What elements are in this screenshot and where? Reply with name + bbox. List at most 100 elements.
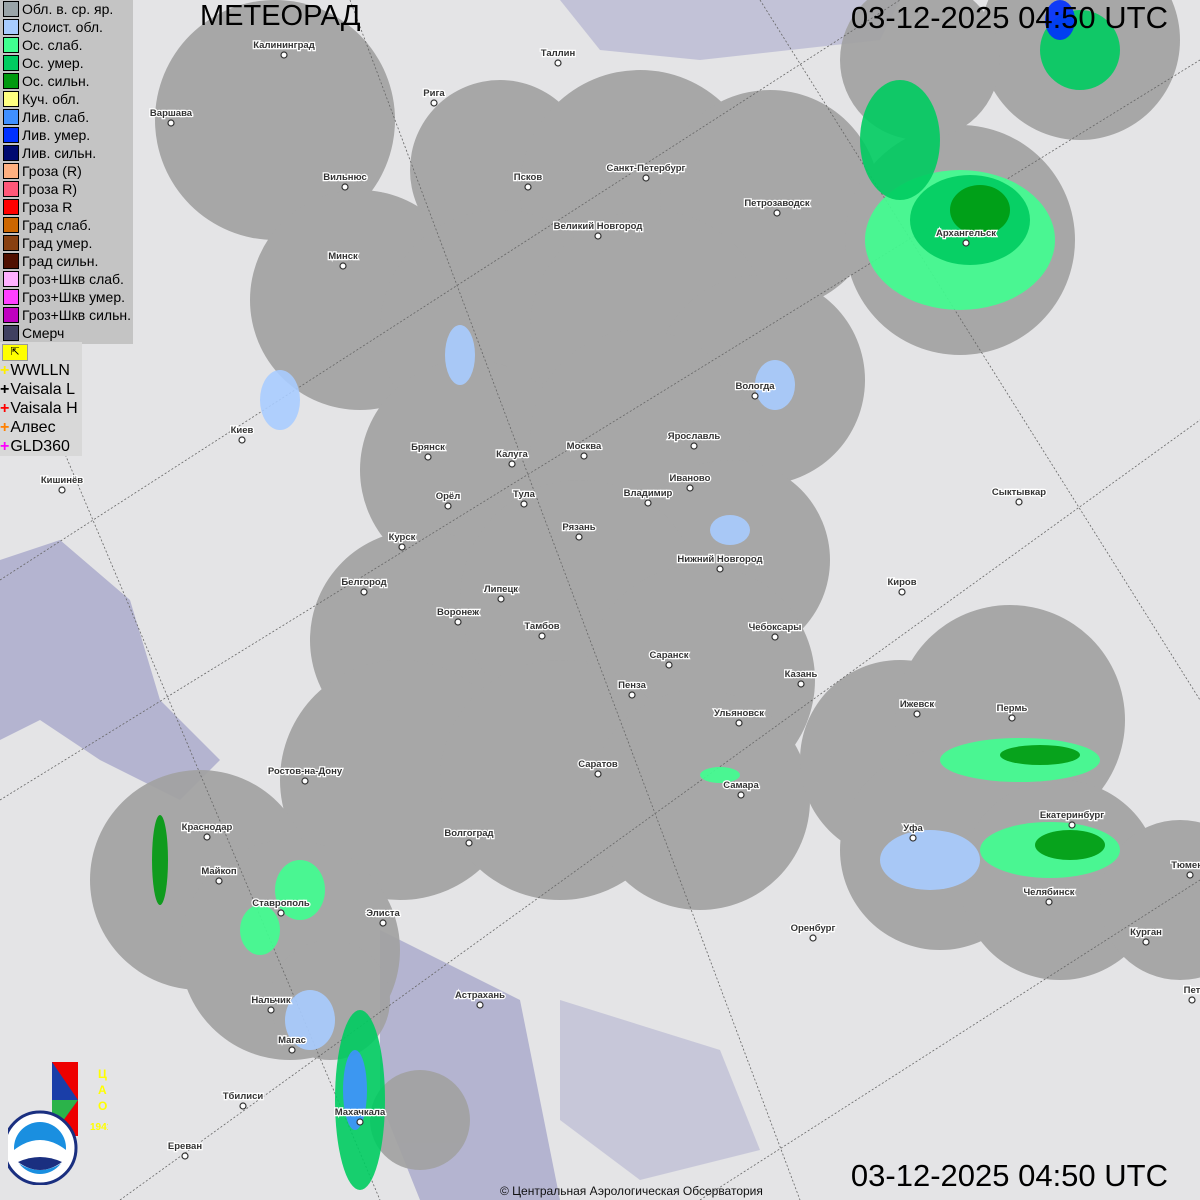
- legend-swatch: [3, 289, 19, 305]
- city-marker: Майкоп: [200, 865, 238, 885]
- city-dot-icon: [288, 1046, 296, 1054]
- city-marker: Калининград: [252, 39, 316, 59]
- city-marker: Воронеж: [436, 606, 480, 626]
- city-marker: Пет: [1182, 984, 1200, 1004]
- city-marker: Магас: [277, 1034, 307, 1054]
- legend-label: Куч. обл.: [22, 91, 80, 107]
- legend-swatch: [3, 181, 19, 197]
- city-dot-icon: [580, 452, 588, 460]
- city-dot-icon: [686, 484, 694, 492]
- svg-text:О: О: [98, 1099, 107, 1113]
- city-label: Вильнюс: [323, 172, 367, 183]
- city-label: Саратов: [578, 759, 618, 770]
- city-dot-icon: [1015, 498, 1023, 506]
- legend-label: Ос. слаб.: [22, 37, 83, 53]
- legend-label: Гроза R): [22, 181, 78, 197]
- precip-area: [445, 325, 475, 385]
- city-dot-icon: [430, 99, 438, 107]
- city-dot-icon: [909, 834, 917, 842]
- precip-legend: Обл. в. ср. яр. Слоист. обл. Ос. слаб. Ос. …: [0, 0, 133, 344]
- city-dot-icon: [554, 59, 562, 67]
- legend-swatch: [3, 127, 19, 143]
- city-marker: Вильнюс: [322, 171, 368, 191]
- city-label: Варшава: [150, 108, 193, 119]
- city-label: Брянск: [411, 442, 445, 453]
- legend-swatch: [3, 199, 19, 215]
- city-label: Санкт-Петербург: [607, 163, 686, 174]
- city-label: Вологда: [735, 381, 775, 392]
- legend-label: Гроз+Шкв умер.: [22, 289, 126, 305]
- city-dot-icon: [398, 543, 406, 551]
- city-dot-icon: [238, 436, 246, 444]
- city-label: Киров: [887, 577, 916, 588]
- city-label: Липецк: [484, 584, 518, 595]
- legend-swatch: [3, 91, 19, 107]
- lightning-label: Алвес: [10, 419, 56, 436]
- legend-swatch: [3, 325, 19, 341]
- radar-circle: [370, 1070, 470, 1170]
- city-marker: Иваново: [668, 472, 712, 492]
- city-label: Пенза: [618, 680, 646, 691]
- city-dot-icon: [58, 486, 66, 494]
- city-dot-icon: [594, 232, 602, 240]
- city-dot-icon: [751, 392, 759, 400]
- copyright: © Центральная Аэрологическая Обсерватори…: [500, 1184, 763, 1198]
- city-label: Киев: [231, 425, 254, 436]
- legend-item: Обл. в. ср. яр.: [0, 0, 133, 18]
- city-marker: Оренбург: [789, 922, 837, 942]
- precip-area: [152, 815, 168, 905]
- precip-area: [285, 990, 335, 1050]
- city-label: Казань: [785, 669, 818, 680]
- city-dot-icon: [644, 499, 652, 507]
- city-dot-icon: [203, 833, 211, 841]
- legend-item: Слоист. обл.: [0, 18, 133, 36]
- city-dot-icon: [280, 51, 288, 59]
- roshydromet-logo: [8, 1110, 78, 1185]
- city-label: Элиста: [366, 908, 400, 919]
- legend-item: Куч. обл.: [0, 90, 133, 108]
- city-marker: Ярославль: [666, 430, 722, 450]
- city-label: Курск: [389, 532, 416, 543]
- lightning-cross-icon: +: [0, 381, 10, 398]
- legend-label: Ос. умер.: [22, 55, 84, 71]
- city-marker: Элиста: [365, 907, 402, 927]
- city-label: Кишинёв: [41, 475, 83, 486]
- precipitation: [152, 0, 1120, 1190]
- city-label: Нальчик: [251, 995, 291, 1006]
- legend-label: Гроз+Шкв слаб.: [22, 271, 124, 287]
- city-marker: Саранск: [648, 649, 690, 669]
- lightning-source: +Алвес: [0, 418, 82, 437]
- precip-area: [343, 1050, 367, 1130]
- city-marker: Киев: [229, 424, 255, 444]
- svg-text:А: А: [98, 1083, 107, 1097]
- city-label: Краснодар: [182, 822, 233, 833]
- precip-area: [240, 905, 280, 955]
- city-dot-icon: [1186, 871, 1194, 879]
- city-label: Таллин: [541, 48, 576, 59]
- legend-label: Гроза (R): [22, 163, 82, 179]
- lightning-label: GLD360: [10, 438, 70, 455]
- legend-swatch: [3, 163, 19, 179]
- legend-label: Лив. слаб.: [22, 109, 90, 125]
- precip-area: [880, 830, 980, 890]
- city-marker: Казань: [783, 668, 819, 688]
- city-dot-icon: [665, 661, 673, 669]
- city-label: Нижний Новгород: [677, 554, 762, 565]
- legend-swatch: [3, 109, 19, 125]
- city-marker: Тамбов: [523, 620, 561, 640]
- city-marker: Махачкала: [333, 1106, 387, 1126]
- flag-icon[interactable]: ⇱: [2, 344, 28, 361]
- city-label: Оренбург: [791, 923, 836, 934]
- city-marker: Ереван: [167, 1140, 204, 1160]
- legend-item: Гроза R: [0, 198, 133, 216]
- precip-area: [1035, 830, 1105, 860]
- city-label: Белгород: [341, 577, 386, 588]
- city-label: Архангельск: [936, 228, 996, 239]
- legend-label: Обл. в. ср. яр.: [22, 1, 114, 17]
- city-marker: Рига: [422, 87, 447, 107]
- legend-item: Смерч: [0, 324, 133, 342]
- city-marker: Ставрополь: [251, 897, 311, 917]
- city-label: Владимир: [624, 488, 673, 499]
- legend-item: Град умер.: [0, 234, 133, 252]
